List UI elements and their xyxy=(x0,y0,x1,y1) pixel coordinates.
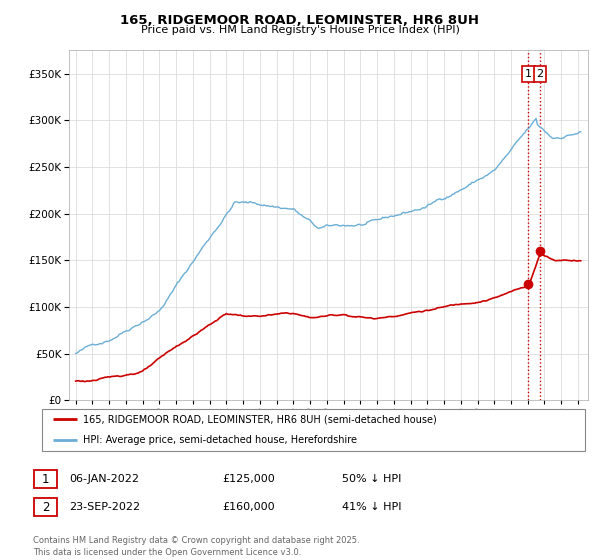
Text: 50% ↓ HPI: 50% ↓ HPI xyxy=(342,474,401,484)
Text: £125,000: £125,000 xyxy=(222,474,275,484)
Text: Contains HM Land Registry data © Crown copyright and database right 2025.
This d: Contains HM Land Registry data © Crown c… xyxy=(33,536,359,557)
Text: 41% ↓ HPI: 41% ↓ HPI xyxy=(342,502,401,512)
Text: Price paid vs. HM Land Registry's House Price Index (HPI): Price paid vs. HM Land Registry's House … xyxy=(140,25,460,35)
FancyBboxPatch shape xyxy=(34,470,57,488)
Text: £160,000: £160,000 xyxy=(222,502,275,512)
Text: HPI: Average price, semi-detached house, Herefordshire: HPI: Average price, semi-detached house,… xyxy=(83,435,357,445)
Text: 23-SEP-2022: 23-SEP-2022 xyxy=(69,502,140,512)
Text: 1: 1 xyxy=(525,69,532,79)
Text: 165, RIDGEMOOR ROAD, LEOMINSTER, HR6 8UH (semi-detached house): 165, RIDGEMOOR ROAD, LEOMINSTER, HR6 8UH… xyxy=(83,414,436,424)
Text: 06-JAN-2022: 06-JAN-2022 xyxy=(69,474,139,484)
FancyBboxPatch shape xyxy=(34,498,57,516)
Text: 165, RIDGEMOOR ROAD, LEOMINSTER, HR6 8UH: 165, RIDGEMOOR ROAD, LEOMINSTER, HR6 8UH xyxy=(121,14,479,27)
Text: 1: 1 xyxy=(42,473,49,486)
Text: 2: 2 xyxy=(42,501,49,514)
Text: 2: 2 xyxy=(536,69,544,79)
